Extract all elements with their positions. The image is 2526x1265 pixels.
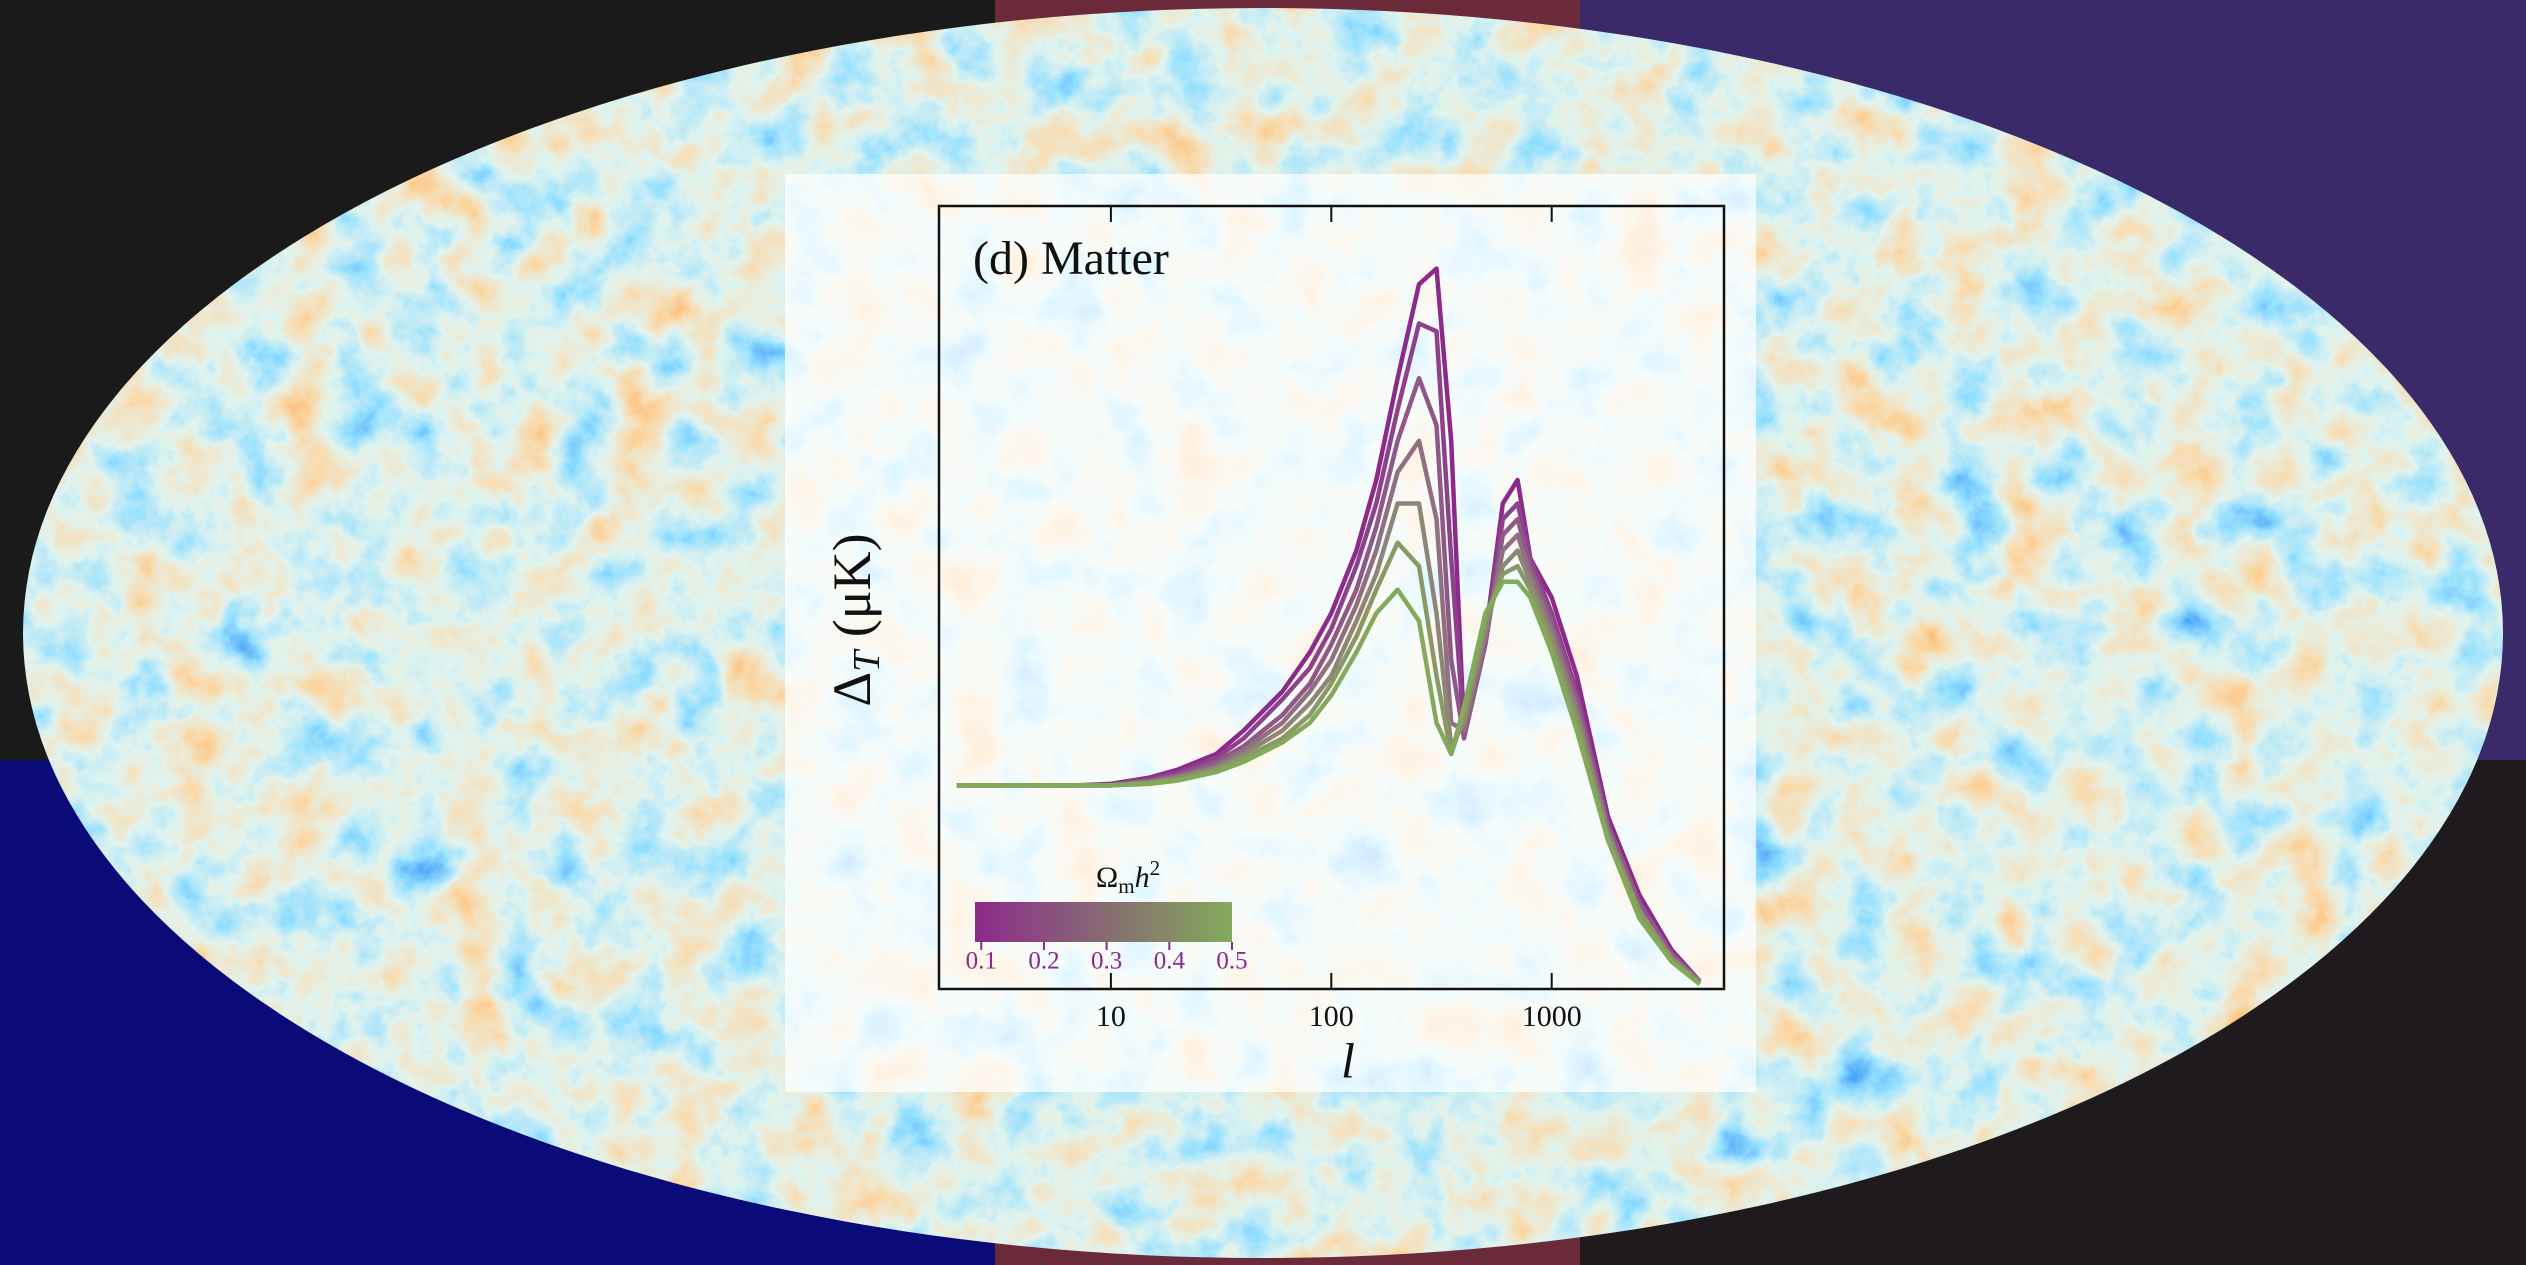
x-axis-label: l [1341,1032,1355,1088]
chart-title: (d) Matter [973,232,1169,285]
x-tick-label: 10 [1096,1000,1126,1033]
series-line [956,579,1702,987]
colorbar-tick-label: 0.2 [1028,948,1059,975]
colorbar-tick-label: 0.5 [1216,948,1247,975]
y-label-base: Δ [822,672,882,707]
y-label-rest: (μK) [822,533,882,650]
colorbar-tick-label: 0.3 [1091,948,1122,975]
colorbar [975,902,1232,942]
colorbar-tick-label: 0.1 [966,948,997,975]
cb-label-italic: h [1135,861,1150,894]
inset-panel [785,174,1756,1092]
cb-label-sup: 2 [1150,856,1161,880]
cb-label-sub: m [1118,874,1134,898]
y-label-sub: T [846,648,888,672]
series-line [956,266,1702,983]
cb-label-base: Ω [1096,861,1118,894]
x-tick-label: 1000 [1522,1000,1582,1033]
colorbar-tick-label: 0.4 [1154,948,1186,975]
colorbar-label: Ωmh2 [1096,856,1160,898]
x-tick-label: 100 [1309,1000,1354,1033]
y-axis-label: ΔT (μK) [822,533,887,706]
